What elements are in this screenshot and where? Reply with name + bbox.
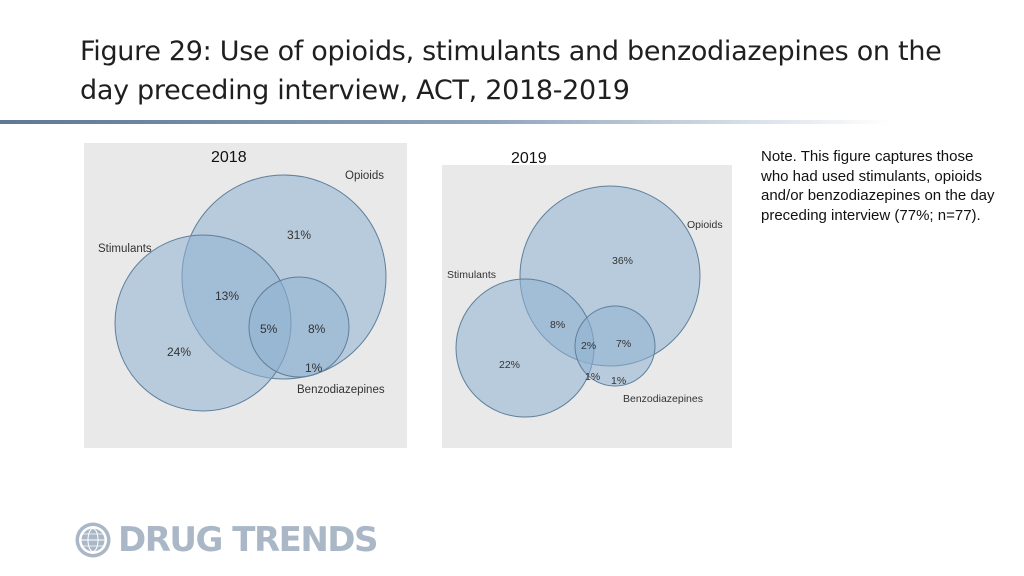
label-benzodiazepines: Benzodiazepines (297, 384, 385, 396)
figure-note: Note. This figure captures those who had… (761, 148, 995, 224)
label-opioids: Opioids (345, 170, 384, 182)
value-opioids-only: 31% (287, 228, 311, 242)
circle-benzodiazepines (574, 305, 656, 387)
label-stimulants: Stimulants (98, 243, 152, 255)
label-benzodiazepines: Benzodiazepines (623, 393, 703, 405)
label-opioids: Opioids (687, 219, 723, 231)
venn-2018-diagram: Opioids Stimulants Benzodiazepines 31% 1… (98, 170, 387, 412)
value-all-three: 2% (581, 340, 596, 352)
value-stimulants-only: 24% (167, 345, 191, 359)
brand-logo: DRUG TRENDS (118, 520, 379, 560)
year-label-2019: 2019 (511, 150, 547, 167)
value-opioids-benzo: 7% (616, 338, 631, 350)
value-stimulants-opioids: 8% (550, 319, 565, 331)
globe-icon (75, 522, 111, 558)
circle-benzodiazepines (248, 276, 350, 378)
venn-2019-diagram: Opioids Stimulants Benzodiazepines 36% 8… (447, 185, 723, 418)
title-divider (0, 120, 890, 124)
value-opioids-benzo: 8% (308, 322, 326, 336)
label-stimulants: Stimulants (447, 269, 496, 281)
slide-title: Figure 29: Use of opioids, stimulants an… (80, 36, 942, 106)
value-stimulants-opioids: 13% (215, 289, 239, 303)
year-label-2018: 2018 (211, 149, 247, 166)
circle-stimulants (455, 278, 595, 418)
venn-2018-panel: Opioids Stimulants Benzodiazepines 31% 1… (84, 143, 407, 448)
value-stimulants-only: 22% (499, 359, 520, 371)
value-benzo-only: 1% (305, 361, 323, 375)
value-stimulants-benzo: 1% (585, 371, 600, 383)
value-benzo-only: 1% (611, 375, 626, 387)
value-opioids-only: 36% (612, 255, 633, 267)
venn-2019-panel: Opioids Stimulants Benzodiazepines 36% 8… (442, 165, 732, 448)
value-all-three: 5% (260, 322, 278, 336)
